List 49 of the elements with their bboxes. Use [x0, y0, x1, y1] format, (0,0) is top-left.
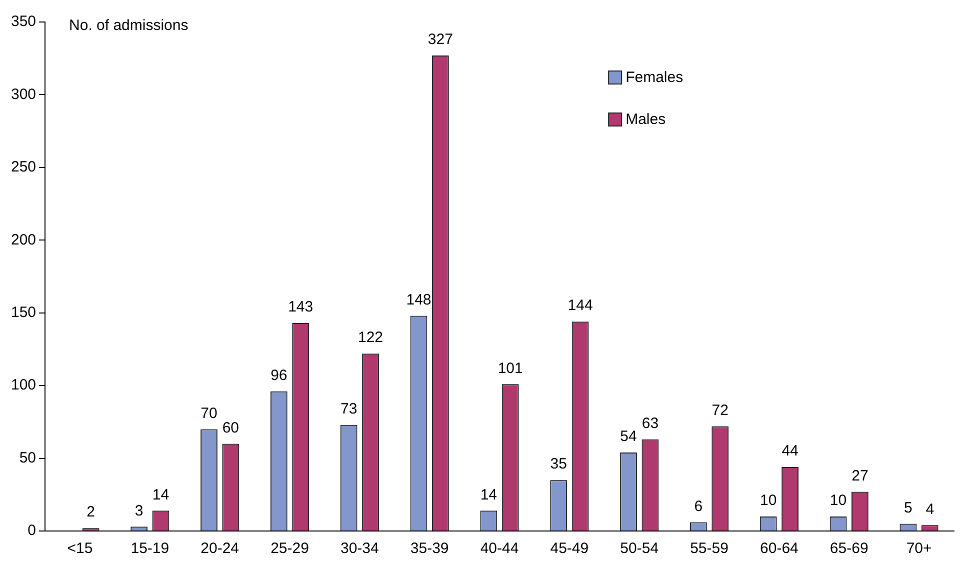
data-label: 5	[904, 499, 912, 516]
x-tick-label: 25-29	[270, 540, 309, 558]
x-tick-label: 40-44	[480, 540, 519, 558]
y-tick-label: 350	[10, 13, 36, 30]
data-label: 148	[406, 291, 432, 308]
y-tick-label: 200	[10, 231, 36, 248]
data-label: 101	[498, 360, 523, 377]
x-tick-label: 20-24	[200, 540, 240, 558]
x-tick-label: 35-39	[410, 540, 449, 558]
x-tick-label: 65-69	[830, 540, 868, 558]
data-label: 73	[340, 400, 358, 418]
x-tick-label: 15-19	[130, 540, 170, 558]
data-label: 14	[480, 486, 498, 504]
data-label: 2	[86, 504, 95, 521]
x-tick-label: 30-34	[340, 540, 379, 558]
x-tick-label: 45-49	[550, 540, 589, 558]
data-label: 3	[134, 502, 144, 520]
x-tick-label: 60-64	[760, 540, 798, 558]
legend-label: Males	[626, 111, 666, 128]
legend-label: Females	[626, 69, 684, 86]
data-label: 122	[358, 329, 384, 346]
data-label: 44	[782, 442, 798, 460]
data-label: 63	[642, 415, 659, 432]
y-tick-label: 150	[10, 304, 36, 321]
x-tick-label: 55-59	[690, 540, 728, 558]
data-label: 27	[852, 467, 868, 484]
data-label: 10	[760, 492, 777, 510]
data-label: 60	[222, 419, 240, 436]
data-label: 327	[428, 31, 453, 48]
data-label: 4	[926, 500, 934, 518]
data-label: 6	[694, 498, 703, 515]
data-label: 14	[152, 486, 170, 504]
data-label: 54	[620, 428, 637, 446]
y-tick-label: 300	[10, 86, 36, 103]
data-label: 96	[270, 367, 288, 384]
data-label: 70	[200, 404, 218, 422]
y-tick-label: 50	[19, 449, 36, 466]
y-axis-title: No. of admissions	[69, 17, 188, 34]
data-label: 72	[712, 402, 728, 419]
data-label: 144	[568, 297, 593, 314]
data-label: 10	[830, 492, 847, 510]
data-label: 143	[288, 298, 314, 316]
x-tick-label: <15	[67, 540, 93, 558]
y-tick-label: 0	[28, 522, 36, 540]
data-label: 35	[550, 456, 567, 473]
y-tick-label: 100	[10, 376, 36, 394]
y-tick-label: 250	[10, 158, 36, 176]
x-tick-label: 50-54	[620, 540, 659, 558]
x-tick-label: 70+	[906, 540, 932, 558]
